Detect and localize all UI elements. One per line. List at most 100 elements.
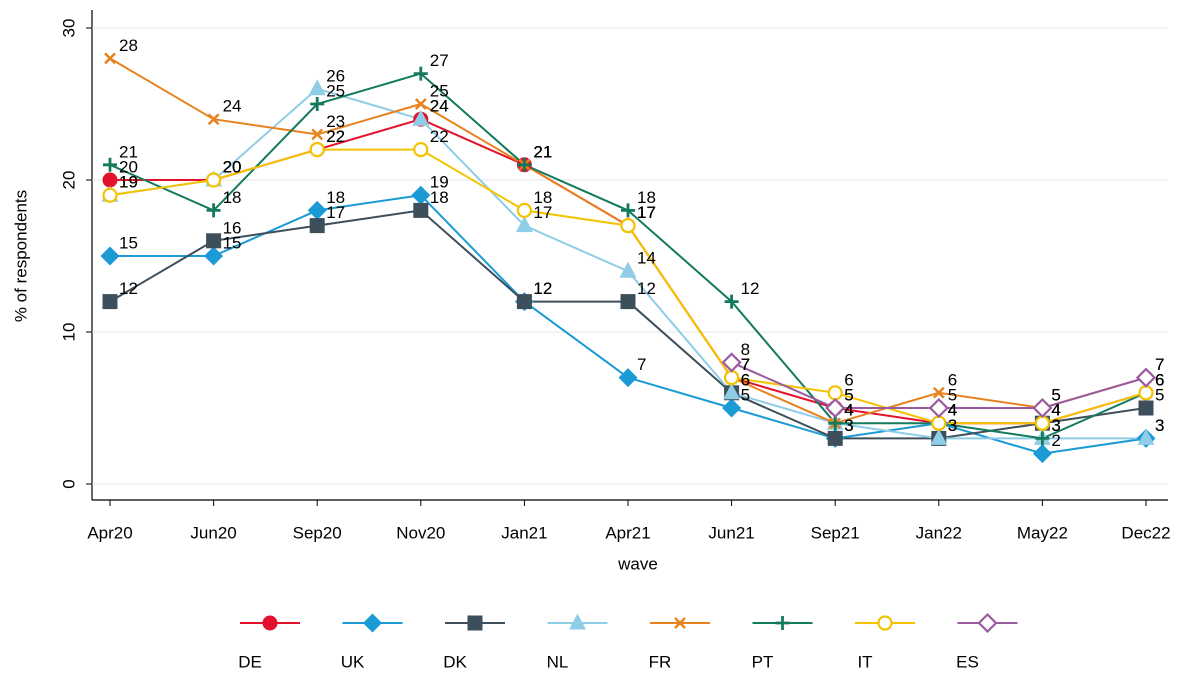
data-label: 21 — [533, 142, 552, 161]
data-label: 4 — [844, 401, 853, 420]
data-label: 21 — [119, 142, 138, 161]
data-label: 28 — [119, 36, 138, 55]
data-label: 20 — [223, 157, 242, 176]
data-label: 3 — [1155, 416, 1164, 435]
marker — [309, 218, 325, 234]
data-label: 7 — [1155, 355, 1164, 374]
marker — [413, 66, 428, 81]
marker — [100, 246, 120, 266]
data-label: 3 — [1051, 416, 1060, 435]
marker — [1137, 428, 1155, 445]
marker — [619, 261, 637, 278]
marker — [723, 383, 741, 400]
marker — [206, 203, 221, 218]
data-label: 24 — [430, 97, 449, 116]
marker — [1034, 415, 1051, 431]
x-tick-label: Sep21 — [811, 523, 860, 542]
data-label: 15 — [223, 233, 242, 252]
data-label: 4 — [844, 401, 853, 420]
marker — [620, 294, 636, 310]
x-tick-label: Jun20 — [190, 523, 236, 542]
marker — [310, 97, 325, 111]
legend-label: NL — [547, 652, 569, 671]
data-label: 6 — [1155, 370, 1164, 389]
data-label: 6 — [948, 370, 957, 389]
marker — [307, 200, 327, 220]
marker — [206, 233, 222, 249]
legend-label: IT — [857, 652, 872, 671]
data-label: 4 — [948, 401, 957, 420]
x-tick-label: Jan21 — [501, 523, 547, 542]
legend-label: PT — [752, 652, 774, 671]
marker — [516, 294, 532, 310]
data-label: 12 — [637, 279, 656, 298]
data-label: 16 — [223, 218, 242, 237]
data-label: 18 — [430, 188, 449, 207]
data-label: 20 — [223, 157, 242, 176]
data-label: 6 — [1155, 370, 1164, 389]
marker — [413, 202, 429, 218]
marker — [1138, 385, 1154, 401]
x-tick-label: May22 — [1017, 523, 1068, 542]
data-label: 3 — [1155, 416, 1164, 435]
data-label: 5 — [1155, 385, 1164, 404]
y-axis-title: % of respondents — [11, 190, 30, 322]
data-label: 26 — [326, 66, 345, 85]
data-label: 3 — [844, 416, 853, 435]
marker — [827, 430, 843, 446]
marker — [204, 246, 224, 266]
data-label: 17 — [637, 203, 656, 222]
data-label: 20 — [223, 157, 242, 176]
data-label: 2 — [1051, 431, 1060, 450]
data-label: 19 — [119, 173, 138, 192]
data-label: 7 — [741, 355, 750, 374]
data-label: 18 — [326, 188, 345, 207]
data-label: 25 — [326, 81, 345, 100]
data-label: 5 — [948, 385, 957, 404]
data-label: 24 — [430, 97, 449, 116]
marker — [1138, 400, 1154, 416]
marker — [363, 613, 382, 633]
data-label: 5 — [844, 385, 853, 404]
marker — [517, 157, 532, 172]
data-label: 3 — [948, 416, 957, 435]
data-label: 12 — [741, 279, 760, 298]
data-label: 6 — [1155, 370, 1164, 389]
data-label: 18 — [223, 188, 242, 207]
marker — [827, 385, 843, 401]
legend-label: DE — [238, 652, 262, 671]
data-label: 7 — [741, 355, 750, 374]
marker — [262, 615, 278, 631]
marker — [724, 294, 739, 309]
marker — [977, 612, 998, 634]
data-label: 19 — [119, 173, 138, 192]
y-tick-label: 10 — [59, 323, 78, 342]
data-label: 5 — [1051, 385, 1060, 404]
marker — [411, 185, 431, 205]
data-label: 15 — [119, 233, 138, 252]
data-label: 4 — [1051, 401, 1060, 420]
marker — [309, 142, 325, 158]
data-label: 3 — [844, 416, 853, 435]
data-label: 7 — [1155, 355, 1164, 374]
data-label: 4 — [844, 401, 853, 420]
x-tick-label: Dec22 — [1121, 523, 1170, 542]
data-label: 4 — [1051, 401, 1060, 420]
data-label: 18 — [533, 188, 552, 207]
data-label: 22 — [326, 127, 345, 146]
y-tick-label: 20 — [59, 171, 78, 190]
x-tick-label: Jun21 — [708, 523, 754, 542]
data-label: 3 — [948, 416, 957, 435]
data-label: 7 — [741, 355, 750, 374]
marker — [721, 352, 742, 373]
data-label: 8 — [741, 340, 750, 359]
marker — [102, 172, 118, 188]
marker — [723, 370, 740, 386]
marker — [932, 386, 945, 399]
data-label: 20 — [119, 157, 138, 176]
data-label: 5 — [844, 385, 853, 404]
x-tick-label: Apr21 — [605, 523, 650, 542]
marker — [102, 294, 118, 310]
data-label: 22 — [326, 127, 345, 146]
data-label: 25 — [430, 81, 449, 100]
